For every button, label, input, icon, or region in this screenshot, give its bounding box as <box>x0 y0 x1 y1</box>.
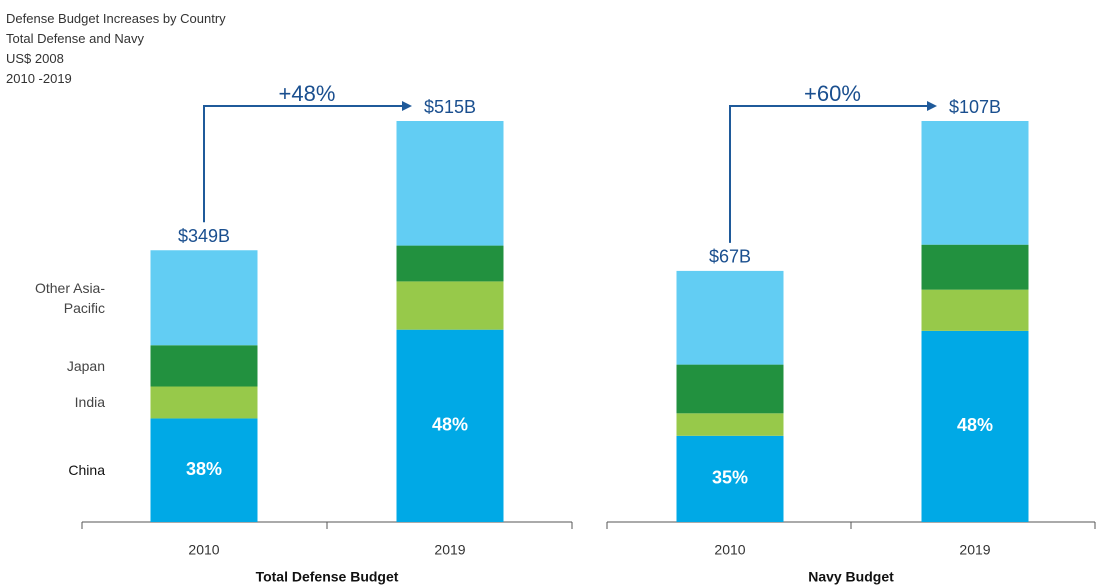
header-line: Total Defense and Navy <box>6 31 145 46</box>
legend-label: Japan <box>66 357 105 374</box>
bar-segment <box>396 245 504 282</box>
header-line: 2010 -2019 <box>6 71 72 86</box>
total-label: $107B <box>949 97 1001 117</box>
bar-segment <box>676 435 784 522</box>
total-label: $515B <box>424 97 476 117</box>
bar-segment <box>150 250 258 346</box>
bar-segment <box>396 329 504 522</box>
header-line: US$ 2008 <box>6 51 64 66</box>
bar-segment <box>921 330 1029 522</box>
x-tick-label: 2019 <box>959 542 990 558</box>
bar-segment <box>396 121 504 246</box>
bar-segment <box>921 289 1029 331</box>
share-label: 35% <box>712 468 748 488</box>
share-label: 38% <box>186 459 222 479</box>
share-label: 48% <box>432 415 468 435</box>
bar-segment <box>676 364 784 414</box>
bar-segment <box>396 281 504 330</box>
legend-label: China <box>68 462 105 479</box>
legend-label: India <box>74 394 105 411</box>
panel-title: Navy Budget <box>808 569 894 585</box>
x-tick-label: 2010 <box>188 542 219 558</box>
total-label: $349B <box>178 226 230 246</box>
x-tick-label: 2010 <box>714 542 745 558</box>
change-arrow <box>203 101 412 223</box>
bar-segment <box>150 418 258 522</box>
bar-segment <box>150 386 258 419</box>
bar-segment <box>921 121 1029 245</box>
bar-segment <box>676 270 784 365</box>
legend-label: Other Asia-Pacific <box>34 279 105 316</box>
bar-segment <box>676 413 784 436</box>
total-label: $67B <box>709 247 751 267</box>
bar-segment <box>150 345 258 387</box>
bar-segment <box>921 244 1029 290</box>
change-label: +48% <box>279 81 336 106</box>
header-line: Defense Budget Increases by Country <box>6 11 226 26</box>
panel-title: Total Defense Budget <box>256 569 399 585</box>
share-label: 48% <box>957 415 993 435</box>
change-label: +60% <box>804 81 861 106</box>
change-arrow <box>729 101 937 243</box>
x-tick-label: 2019 <box>434 542 465 558</box>
